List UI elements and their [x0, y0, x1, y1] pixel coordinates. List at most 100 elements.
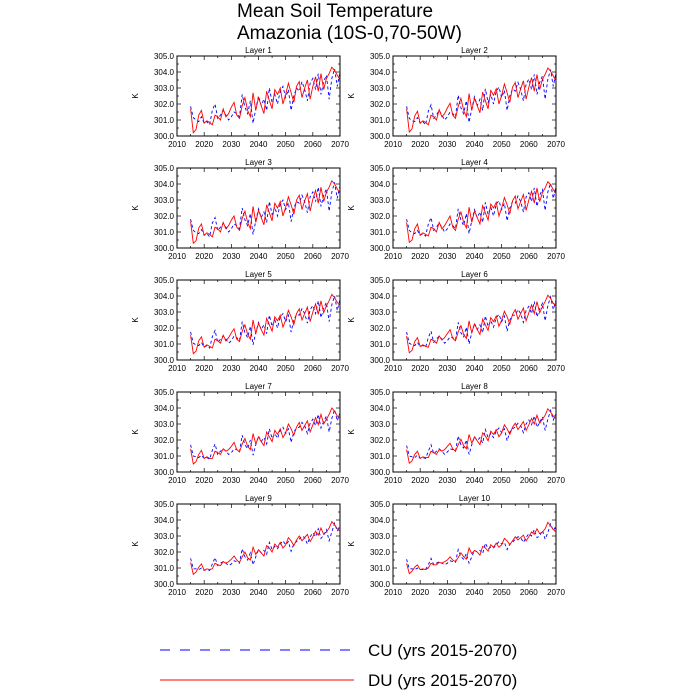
x-tick-label: 2060 [304, 588, 322, 597]
panels-grid: Layer 1 2010 2020 2030 2040 2050 2060 2070 300.0… [131, 46, 565, 597]
x-tick-label: 2050 [493, 476, 511, 485]
y-tick-label: 300.0 [154, 356, 175, 365]
panel-layer-1: Layer 1 2010 2020 2030 2040 2050 2060 2070 300.0… [131, 46, 349, 149]
y-tick-label: 303.0 [154, 308, 175, 317]
series-line-du [406, 294, 557, 354]
panel-layer-4: Layer 4 2010 2020 2030 2040 2050 2060 2070 300.0… [347, 158, 565, 261]
y-axis-label: K [347, 541, 356, 547]
y-tick-label: 302.0 [370, 324, 391, 333]
y-tick-label: 305.0 [154, 388, 175, 397]
panel-title: Layer 10 [459, 494, 491, 503]
x-tick-label: 2030 [222, 252, 240, 261]
x-tick-label: 2070 [331, 252, 349, 261]
x-tick-label: 2020 [195, 252, 213, 261]
x-tick-label: 2040 [250, 252, 268, 261]
x-tick-label: 2060 [520, 476, 538, 485]
x-tick-label: 2040 [466, 364, 484, 373]
y-tick-label: 300.0 [370, 356, 391, 365]
panel-title: Layer 2 [461, 46, 488, 55]
panel-title: Layer 3 [245, 158, 272, 167]
y-tick-label: 300.0 [370, 580, 391, 589]
x-tick-label: 2010 [384, 252, 402, 261]
y-tick-label: 305.0 [154, 164, 175, 173]
y-tick-label: 302.0 [154, 436, 175, 445]
x-tick-label: 2060 [304, 364, 322, 373]
y-tick-label: 305.0 [370, 164, 391, 173]
panel-layer-2: Layer 2 2010 2020 2030 2040 2050 2060 2070 300.0… [347, 46, 565, 149]
panel-title: Layer 6 [461, 270, 488, 279]
x-tick-label: 2050 [493, 364, 511, 373]
y-tick-label: 302.0 [370, 212, 391, 221]
panel-layer-7: Layer 7 2010 2020 2030 2040 2050 2060 2070 300.0… [131, 382, 349, 485]
y-tick-label: 303.0 [154, 532, 175, 541]
y-axis-label: K [347, 429, 356, 435]
legend: CU (yrs 2015-2070) DU (yrs 2015-2070) [160, 641, 517, 690]
panel-title: Layer 4 [461, 158, 488, 167]
y-tick-label: 301.0 [154, 340, 175, 349]
x-tick-label: 2030 [222, 364, 240, 373]
panel-title: Layer 9 [245, 494, 272, 503]
y-tick-label: 301.0 [370, 228, 391, 237]
x-tick-label: 2010 [168, 364, 186, 373]
y-tick-label: 301.0 [154, 228, 175, 237]
y-tick-label: 300.0 [370, 244, 391, 253]
x-tick-label: 2020 [195, 476, 213, 485]
x-tick-label: 2040 [466, 252, 484, 261]
x-tick-label: 2030 [222, 476, 240, 485]
x-tick-label: 2010 [384, 476, 402, 485]
x-tick-label: 2050 [277, 476, 295, 485]
y-tick-label: 301.0 [370, 452, 391, 461]
y-tick-label: 304.0 [370, 180, 391, 189]
x-tick-label: 2010 [384, 364, 402, 373]
y-axis-label: K [131, 429, 140, 435]
x-tick-label: 2020 [195, 364, 213, 373]
series-line-du [190, 179, 341, 245]
y-tick-label: 301.0 [154, 452, 175, 461]
x-tick-label: 2010 [384, 588, 402, 597]
legend-label-du: DU (yrs 2015-2070) [368, 671, 517, 690]
plot-frame [392, 503, 557, 585]
y-tick-label: 301.0 [370, 340, 391, 349]
panel-layer-9: Layer 9 2010 2020 2030 2040 2050 2060 2070 300.0… [131, 494, 349, 597]
x-tick-label: 2060 [520, 588, 538, 597]
x-tick-label: 2070 [331, 588, 349, 597]
x-tick-label: 2040 [466, 588, 484, 597]
x-tick-label: 2040 [466, 140, 484, 149]
series-line-cu [406, 69, 557, 126]
x-tick-label: 2060 [520, 140, 538, 149]
x-tick-label: 2010 [384, 140, 402, 149]
x-tick-label: 2040 [250, 140, 268, 149]
y-tick-label: 303.0 [154, 84, 175, 93]
plot-frame [392, 167, 557, 249]
y-tick-label: 304.0 [370, 516, 391, 525]
x-tick-label: 2070 [547, 588, 565, 597]
x-tick-label: 2040 [250, 588, 268, 597]
panel-title: Layer 7 [245, 382, 272, 391]
x-tick-label: 2070 [331, 476, 349, 485]
x-tick-label: 2030 [438, 252, 456, 261]
y-tick-label: 301.0 [370, 564, 391, 573]
panel-title: Layer 1 [245, 46, 272, 55]
x-tick-label: 2020 [411, 588, 429, 597]
x-tick-label: 2060 [304, 252, 322, 261]
x-tick-label: 2030 [438, 364, 456, 373]
series-line-cu [406, 522, 557, 571]
y-tick-label: 304.0 [154, 180, 175, 189]
series-line-du [190, 407, 341, 465]
series-line-cu [190, 68, 341, 126]
series-line-du [406, 67, 557, 134]
x-tick-label: 2030 [438, 140, 456, 149]
panel-layer-3: Layer 3 2010 2020 2030 2040 2050 2060 2070 300.0… [131, 158, 349, 261]
figure-title-line-2: Amazonia (10S-0,70-50W) [237, 23, 462, 44]
y-tick-label: 304.0 [154, 68, 175, 77]
series-line-du [406, 407, 557, 465]
y-tick-label: 305.0 [154, 500, 175, 509]
plot-frame [392, 279, 557, 361]
x-tick-label: 2010 [168, 476, 186, 485]
y-tick-label: 305.0 [370, 52, 391, 61]
y-axis-label: K [131, 541, 140, 547]
y-tick-label: 301.0 [154, 564, 175, 573]
x-tick-label: 2070 [331, 140, 349, 149]
x-tick-label: 2030 [438, 476, 456, 485]
